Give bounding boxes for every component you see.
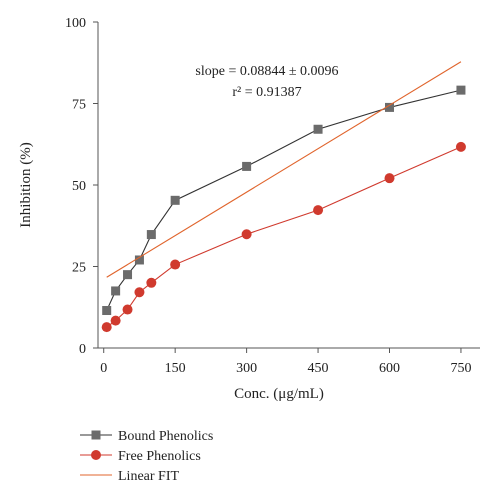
x-axis-label: Conc. (μg/mL) (234, 386, 324, 402)
free-phenolics-point (241, 229, 252, 240)
slope-annotation: slope = 0.08844 ± 0.0096 (195, 64, 338, 79)
free-phenolics-point-legend (91, 450, 101, 460)
bound-phenolics-point (111, 286, 121, 296)
series-bound-phenolics (102, 85, 466, 316)
legend-label: Linear FIT (118, 469, 179, 484)
bound-phenolics-point (146, 230, 156, 240)
series-layer (101, 61, 466, 333)
plot-frame (97, 22, 480, 349)
free-phenolics-point (384, 173, 395, 184)
y-axis-label: Inhibition (%) (18, 142, 34, 227)
legend-item: Free Phenolics (80, 449, 201, 464)
free-phenolics-point (313, 205, 324, 216)
legend: Bound Phenolics Free Phenolics Linear FIT (80, 429, 213, 484)
y-tick-label: 75 (72, 98, 86, 113)
series-linear-fit (106, 61, 462, 278)
free-phenolics-point (122, 304, 133, 315)
series-line (106, 146, 462, 328)
series-free-phenolics (101, 141, 466, 333)
y-axis-ticks: 0 25 50 75 100 (65, 16, 98, 357)
plot-background (98, 22, 480, 348)
bound-phenolics-point (242, 161, 252, 171)
legend-item: Linear FIT (80, 469, 179, 484)
y-tick-label: 100 (65, 16, 86, 31)
free-phenolics-point (110, 315, 121, 326)
x-tick-label: 600 (379, 361, 400, 376)
free-phenolics-point (101, 322, 112, 333)
y-tick-label: 0 (79, 342, 86, 357)
x-tick-label: 450 (308, 361, 329, 376)
x-tick-label: 750 (450, 361, 471, 376)
bound-phenolics-point-legend (91, 430, 101, 440)
legend-label: Bound Phenolics (118, 429, 213, 444)
r2-annotation: r² = 0.91387 (232, 85, 301, 100)
x-tick-label: 0 (100, 361, 107, 376)
free-phenolics-point (170, 259, 181, 270)
series-line (106, 89, 462, 311)
legend-item: Bound Phenolics (80, 429, 213, 444)
bound-phenolics-point (385, 102, 395, 112)
legend-label: Free Phenolics (118, 449, 201, 464)
bound-phenolics-point (134, 255, 144, 265)
bound-phenolics-point (102, 306, 112, 316)
x-tick-label: 150 (165, 361, 186, 376)
free-phenolics-point (134, 287, 145, 298)
free-phenolics-point (455, 141, 466, 152)
bound-phenolics-point (313, 124, 323, 134)
x-axis-ticks: 0 150 300 450 600 750 (100, 348, 471, 376)
x-tick-label: 300 (236, 361, 257, 376)
free-phenolics-point (146, 277, 157, 288)
series-line (106, 61, 462, 278)
y-tick-label: 25 (72, 261, 86, 276)
bound-phenolics-point (123, 270, 133, 280)
y-tick-label: 50 (72, 179, 86, 194)
bound-phenolics-point (170, 195, 180, 205)
bound-phenolics-point (456, 85, 466, 95)
